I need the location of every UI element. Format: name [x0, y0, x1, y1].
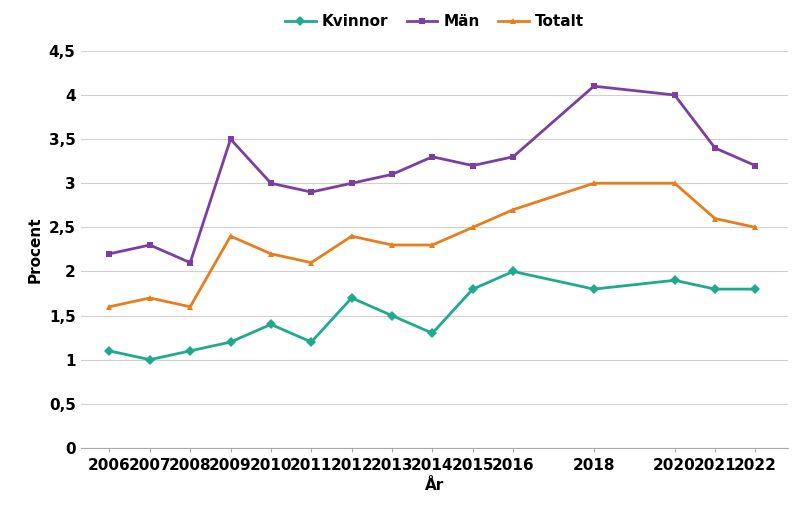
Män	[508, 154, 517, 160]
Män	[749, 162, 759, 168]
Män	[710, 145, 719, 151]
Män	[306, 189, 315, 195]
Kvinnor	[306, 339, 315, 345]
Totalt	[588, 180, 598, 186]
Totalt	[105, 304, 114, 310]
Kvinnor	[710, 286, 719, 292]
Kvinnor	[105, 348, 114, 354]
Män	[225, 136, 235, 142]
Kvinnor	[427, 330, 437, 336]
Kvinnor	[266, 321, 276, 327]
Kvinnor	[749, 286, 759, 292]
Kvinnor	[588, 286, 598, 292]
Män	[105, 251, 114, 257]
Män	[387, 172, 397, 178]
Män	[185, 260, 195, 266]
Legend: Kvinnor, Män, Totalt: Kvinnor, Män, Totalt	[279, 8, 589, 35]
Kvinnor	[185, 348, 195, 354]
Totalt	[508, 207, 517, 213]
X-axis label: År: År	[424, 478, 444, 493]
Män	[588, 83, 598, 89]
Totalt	[749, 224, 759, 231]
Män	[427, 154, 437, 160]
Kvinnor	[225, 339, 235, 345]
Män	[467, 162, 477, 168]
Line: Män: Män	[106, 83, 758, 266]
Kvinnor	[467, 286, 477, 292]
Totalt	[427, 242, 437, 248]
Totalt	[145, 295, 155, 301]
Kvinnor	[387, 313, 397, 319]
Totalt	[467, 224, 477, 231]
Kvinnor	[346, 295, 356, 301]
Totalt	[225, 233, 235, 239]
Totalt	[306, 260, 315, 266]
Line: Totalt: Totalt	[106, 180, 758, 310]
Totalt	[387, 242, 397, 248]
Män	[266, 180, 276, 186]
Line: Kvinnor: Kvinnor	[106, 268, 758, 363]
Totalt	[185, 304, 195, 310]
Y-axis label: Procent: Procent	[28, 216, 43, 282]
Totalt	[266, 251, 276, 257]
Totalt	[710, 215, 719, 221]
Kvinnor	[669, 277, 679, 284]
Kvinnor	[145, 357, 155, 363]
Totalt	[346, 233, 356, 239]
Män	[669, 92, 679, 98]
Totalt	[669, 180, 679, 186]
Kvinnor	[508, 268, 517, 274]
Män	[145, 242, 155, 248]
Män	[346, 180, 356, 186]
